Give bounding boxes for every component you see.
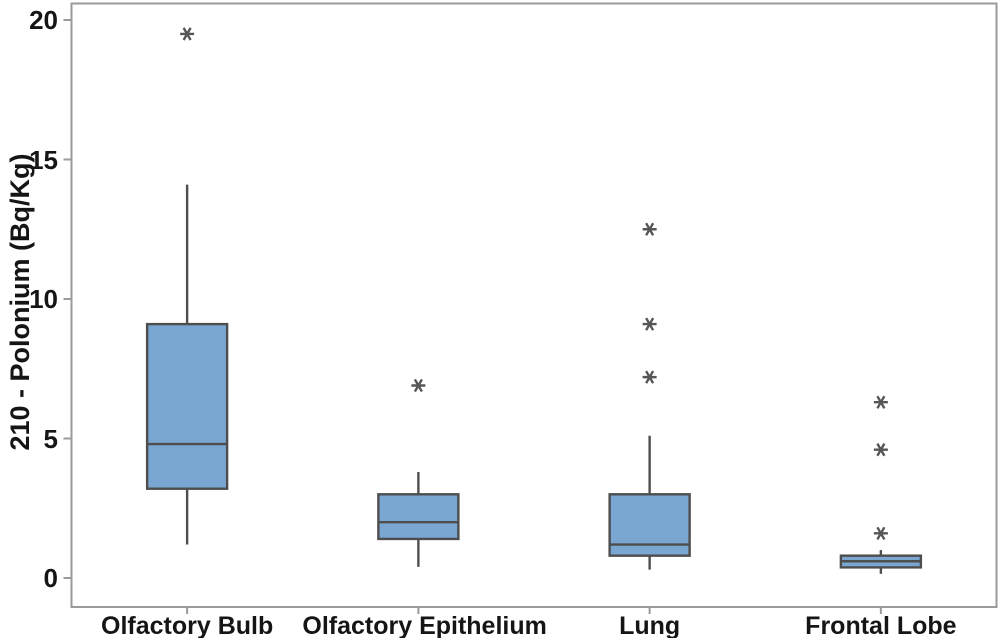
iqr-box-lung [608,493,691,557]
y-tick-label-5: 5 [43,423,58,454]
outlier-asterisk-olfactory-bulb [180,27,195,41]
outlier-asterisk-frontal-lobe [873,442,888,457]
outlier-asterisk-frontal-lobe [873,395,888,409]
y-tick-label-15: 15 [29,144,58,175]
iqr-box-olfactory-epithelium [377,493,460,541]
iqr-box-olfactory-bulb [145,322,229,490]
outlier-asterisk-olfactory-epithelium [411,378,426,393]
x-tick-label-olfactory-bulb: Olfactory Bulb [101,612,274,638]
plot-frame [70,2,998,608]
y-tick-label-20: 20 [29,5,58,35]
outlier-asterisk-lung [642,222,657,236]
x-tick-label-olfactory-epithelium: Olfactory Epithelium [302,612,547,638]
outlier-asterisk-frontal-lobe [873,526,888,541]
outlier-asterisk-lung [642,317,657,331]
x-tick-label-lung: Lung [619,612,681,638]
y-tick-label-10: 10 [29,284,58,314]
outlier-asterisk-lung [642,370,657,384]
x-tick-label-frontal-lobe: Frontal Lobe [805,612,957,638]
y-tick-label-0: 0 [43,563,58,593]
